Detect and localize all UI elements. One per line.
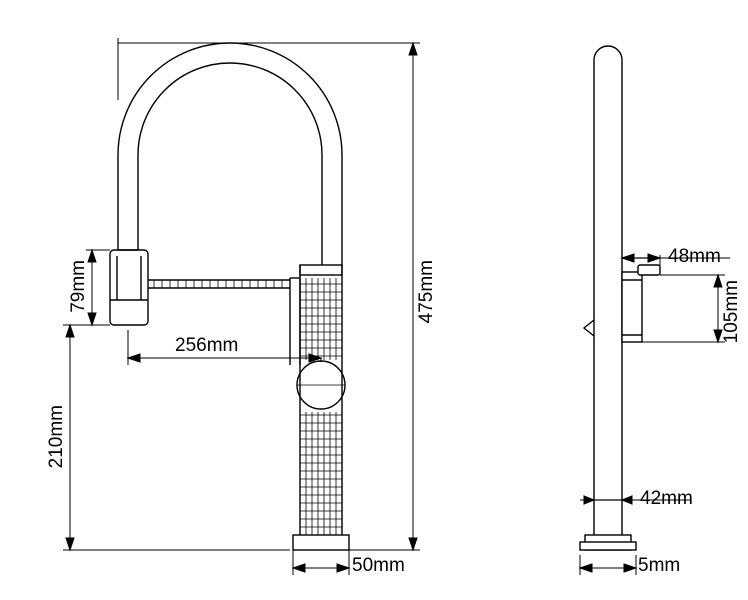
dim-head-height: 79mm: [68, 260, 90, 313]
dim-handle-width: 48mm: [668, 246, 721, 268]
dim-lower-height: 210mm: [46, 405, 68, 468]
dim-base-width: 50mm: [352, 555, 405, 577]
drawing-canvas: 475mm 210mm 79mm 256mm 50mm 48mm 105mm 4…: [0, 0, 748, 600]
dim-base-flange: 5mm: [638, 555, 680, 577]
front-view: [0, 0, 748, 600]
dim-total-height: 475mm: [416, 260, 438, 323]
dim-body-width: 42mm: [640, 488, 693, 510]
dim-reach: 256mm: [175, 335, 238, 357]
dim-handle-clearance: 105mm: [721, 280, 743, 343]
